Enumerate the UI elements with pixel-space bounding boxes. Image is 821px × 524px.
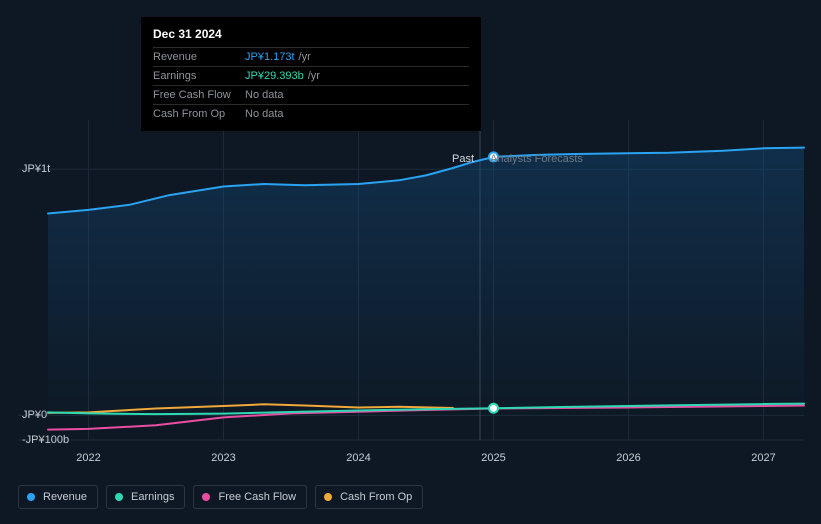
legend-item-free-cash-flow[interactable]: Free Cash Flow: [193, 485, 307, 509]
past-label: Past: [452, 153, 474, 165]
tooltip-row-label: Free Cash Flow: [153, 89, 245, 101]
tooltip-row-value: JP¥1.173t: [245, 51, 295, 63]
tooltip-row: Cash From OpNo data: [153, 104, 469, 123]
legend-item-revenue[interactable]: Revenue: [18, 485, 98, 509]
legend-label: Earnings: [131, 491, 174, 503]
legend-label: Cash From Op: [340, 491, 412, 503]
tooltip-row-label: Revenue: [153, 51, 245, 63]
x-axis-label: 2025: [481, 452, 505, 464]
legend: Revenue Earnings Free Cash Flow Cash From O…: [18, 485, 423, 509]
tooltip-date: Dec 31 2024: [153, 27, 469, 47]
tooltip-row: EarningsJP¥29.393b/yr: [153, 66, 469, 85]
legend-item-earnings[interactable]: Earnings: [106, 485, 185, 509]
legend-label: Revenue: [43, 491, 87, 503]
legend-label: Free Cash Flow: [218, 491, 296, 503]
legend-dot: [324, 493, 332, 501]
x-axis-label: 2027: [751, 452, 775, 464]
legend-dot: [27, 493, 35, 501]
legend-dot: [202, 493, 210, 501]
y-axis-label: JP¥0: [22, 409, 47, 421]
forecast-label: Analysts Forecasts: [490, 153, 583, 165]
tooltip-row-suffix: /yr: [308, 70, 320, 82]
tooltip-row-value: JP¥29.393b: [245, 70, 304, 82]
y-axis-label: -JP¥100b: [22, 434, 69, 446]
x-axis-label: 2026: [616, 452, 640, 464]
x-axis-label: 2024: [346, 452, 370, 464]
tooltip-row: Free Cash FlowNo data: [153, 85, 469, 104]
tooltip-row-label: Earnings: [153, 70, 245, 82]
x-axis: 2022 2023 2024 2025 2026 2027: [18, 452, 804, 472]
tooltip-row: RevenueJP¥1.173t/yr: [153, 47, 469, 66]
legend-item-cash-from-op[interactable]: Cash From Op: [315, 485, 423, 509]
y-axis: JP¥1t JP¥0 -JP¥100b: [18, 120, 78, 450]
legend-dot: [115, 493, 123, 501]
tooltip-row-value: No data: [245, 108, 284, 120]
tooltip-row-value: No data: [245, 89, 284, 101]
chart-tooltip: Dec 31 2024 RevenueJP¥1.173t/yrEarningsJ…: [141, 17, 481, 131]
y-axis-label: JP¥1t: [22, 163, 50, 175]
tooltip-row-label: Cash From Op: [153, 108, 245, 120]
tooltip-row-suffix: /yr: [299, 51, 311, 63]
x-axis-label: 2022: [76, 452, 100, 464]
chart-area[interactable]: [18, 120, 804, 450]
x-axis-label: 2023: [211, 452, 235, 464]
